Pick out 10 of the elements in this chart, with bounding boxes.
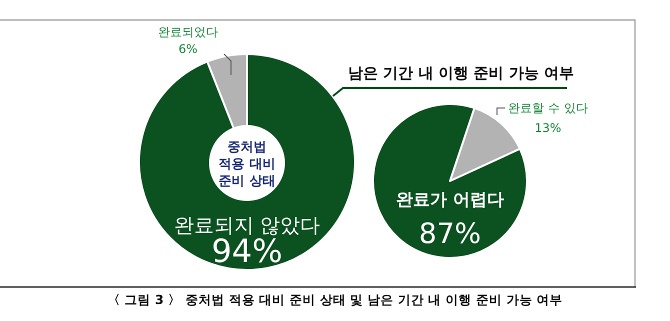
text: 〈 그림 3 〉 중처법 적용 대비 준비 상태 및 남은 기간 내 이행 준비 가능 여부 [107,292,563,307]
chart-title: 남은 기간 내 이행 준비 가능 여부 [348,64,574,82]
text: 중처법 적용 대비 준비 상태 [218,140,276,189]
slice-label: 완료할 수 있다 [508,101,588,115]
slice-label: 완료되지 않았다 [174,213,320,237]
slice-label: 완료가 어렵다 [396,190,504,210]
data-label: 13% [534,121,562,135]
data-label: 6% [178,42,198,56]
slice-label: 완료되었다 [158,25,218,39]
data-label: 87% [418,217,482,250]
